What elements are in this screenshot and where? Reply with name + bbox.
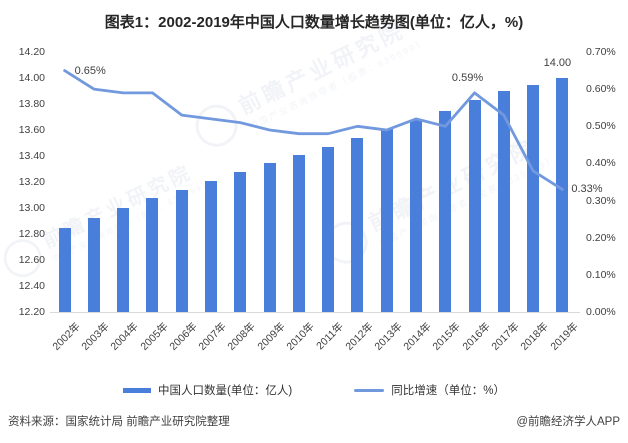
left-axis-tick: 14.20 [18,46,45,58]
data-label: 0.33% [571,183,603,196]
population-bar [322,146,335,312]
population-bar [205,180,218,312]
left-axis-tick: 12.20 [18,306,45,318]
left-axis-tick: 12.40 [18,280,45,292]
x-axis-label: 2018年 [518,320,551,353]
brand-text: @前瞻经济学人APP [516,416,620,428]
x-axis-label: 2019年 [547,320,581,353]
right-axis-tick: 0.40% [586,157,616,170]
x-axis-label: 2012年 [342,320,376,353]
x-axis-label: 2005年 [137,320,171,353]
left-axis-tick: 13.80 [18,98,45,110]
legend-item-population: 中国人口数量(单位：亿人) [123,382,292,398]
chart-title: 图表1：2002-2019年中国人口数量增长趋势图(单位：亿人，%) [104,14,524,31]
x-axis-label: 2011年 [314,320,347,353]
population-bar [234,171,247,312]
x-axis-label: 2002年 [50,320,83,353]
growth-rate-polyline [63,69,564,191]
growth-line [63,69,564,191]
population-bar [87,218,100,312]
left-axis-tick: 12.60 [18,254,45,266]
line-swatch-icon [354,388,385,392]
population-bar [117,208,130,312]
population-bar [439,110,452,312]
x-axis-label: 2013年 [372,320,405,353]
x-axis-label: 2004年 [108,320,142,353]
bar-swatch-icon [123,387,152,393]
right-axis-tick: 0.00% [586,306,616,318]
legend-label-population: 中国人口数量(单位：亿人) [158,385,293,397]
x-axis-label: 2014年 [401,320,434,353]
x-axis-label: 2008年 [225,320,259,353]
right-axis-tick: 0.60% [586,83,616,96]
population-bar [146,197,159,312]
x-axis-label: 2006年 [167,320,200,353]
right-axis-tick: 0.70% [586,46,616,58]
legend-label-growth-rate: 同比增速（单位：%） [391,385,505,397]
legend: 中国人口数量(单位：亿人) 同比增速（单位：%） [0,380,628,400]
population-bar [556,78,569,312]
x-axis-label: 2009年 [255,320,288,353]
x-axis-label: 2010年 [284,320,317,353]
x-axis-line [50,312,580,313]
population-bar [497,91,510,312]
left-axis-tick: 13.60 [18,124,45,136]
left-axis-tick: 13.40 [18,150,45,162]
population-bar [351,137,364,312]
x-axis-label: 2015年 [430,320,464,353]
left-axis-tick: 12.80 [18,228,45,240]
footer: 资料来源：国家统计局 前瞻产业研究院整理 @前瞻经济学人APP [8,413,620,429]
right-axis-tick: 0.50% [586,120,616,133]
left-axis-tick: 13.00 [18,202,45,214]
population-bar [175,189,188,312]
population-bar [263,162,276,312]
x-axis-label: 2016年 [460,320,493,353]
right-axis-tick: 0.10% [586,268,616,281]
population-bar [468,100,481,312]
data-label: 14.00 [543,57,572,69]
data-label: 0.59% [451,71,484,84]
right-axis-tick: 0.30% [586,194,616,207]
population-bar [292,154,305,312]
population-bar [527,84,540,312]
x-axis-label: 2003年 [79,320,112,353]
left-axis-tick: 13.20 [18,176,45,188]
source-text: 资料来源：国家统计局 前瞻产业研究院整理 [8,416,230,428]
right-axis-tick: 0.20% [586,231,616,244]
data-label: 0.65% [74,64,106,77]
population-bar [409,119,422,312]
population-bar [58,227,71,312]
population-bar [380,128,393,312]
x-axis-label: 2007年 [196,320,229,353]
left-axis-tick: 14.00 [18,72,45,84]
legend-item-growth-rate: 同比增速（单位：%） [354,382,505,398]
x-axis-label: 2017年 [489,320,522,353]
